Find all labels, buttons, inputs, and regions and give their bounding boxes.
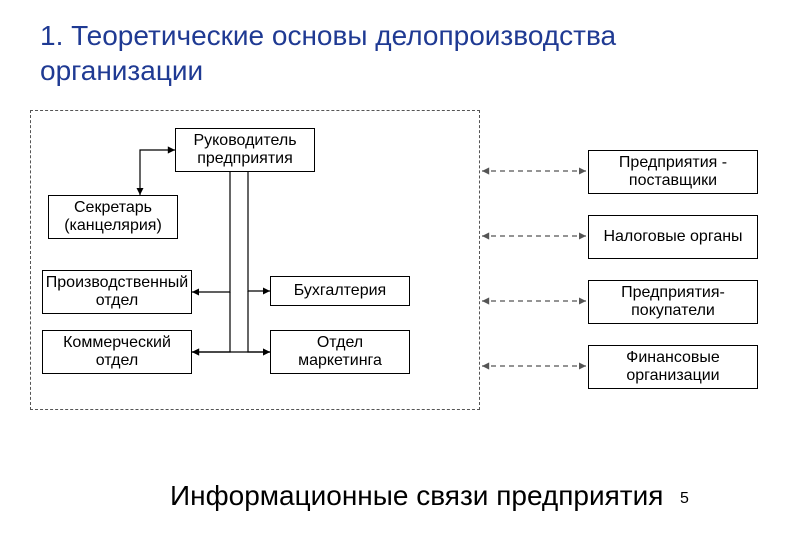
node-suppliers: Предприятия - поставщики	[588, 150, 758, 194]
node-label: Производственный отдел	[46, 274, 188, 311]
node-tax: Налоговые органы	[588, 215, 758, 259]
node-label: Налоговые органы	[603, 228, 742, 246]
node-director: Руководитель предприятия	[175, 128, 315, 172]
node-accounting: Бухгалтерия	[270, 276, 410, 306]
node-label: Финансовые организации	[595, 349, 751, 386]
node-label: Предприятия - поставщики	[595, 154, 751, 191]
node-label: Руководитель предприятия	[182, 132, 308, 169]
node-finance: Финансовые организации	[588, 345, 758, 389]
node-production: Производственный отдел	[42, 270, 192, 314]
slide-subtitle: Информационные связи предприятия	[170, 480, 663, 512]
node-label: Секретарь (канцелярия)	[55, 199, 171, 236]
node-label: Бухгалтерия	[294, 282, 386, 300]
node-buyers: Предприятия-покупатели	[588, 280, 758, 324]
slide-title: 1. Теоретические основы делопроизводства…	[40, 18, 760, 88]
node-commerce: Коммерческий отдел	[42, 330, 192, 374]
node-label: Отдел маркетинга	[277, 334, 403, 371]
node-secretary: Секретарь (канцелярия)	[48, 195, 178, 239]
page-number: 5	[680, 490, 689, 508]
node-label: Коммерческий отдел	[49, 334, 185, 371]
node-label: Предприятия-покупатели	[595, 284, 751, 321]
node-marketing: Отдел маркетинга	[270, 330, 410, 374]
